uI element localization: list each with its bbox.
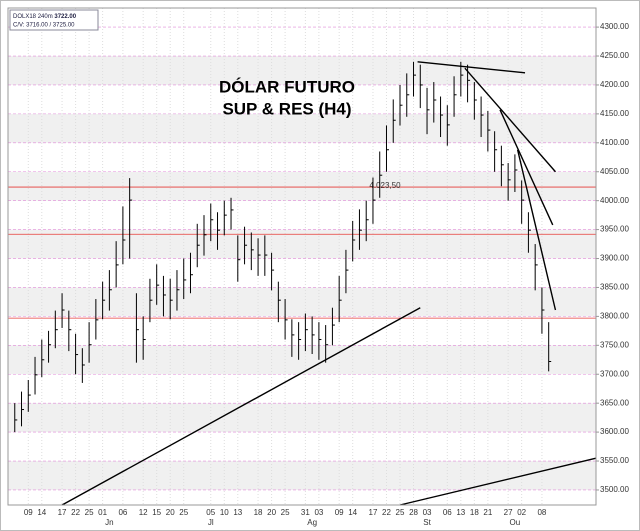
legend-symbol: DOLX18 240m 3722.00 <box>13 14 77 20</box>
x-tick-label: 20 <box>267 508 276 517</box>
x-tick-label: 09 <box>335 508 344 517</box>
x-tick-label: 14 <box>348 508 357 517</box>
y-tick-label: 4300.00 <box>600 22 629 31</box>
trend-line <box>464 67 556 173</box>
plot-border <box>7 7 597 506</box>
legend-box <box>9 9 99 31</box>
x-tick-label: 22 <box>382 508 391 517</box>
chart-title: DÓLAR FUTURO <box>219 77 355 96</box>
y-tick-label: 3950.00 <box>600 225 629 234</box>
y-tick-label: 4250.00 <box>600 51 629 60</box>
legend-bid-ask: C/V: 3716.00 / 3725.00 <box>13 23 75 29</box>
trend-line <box>399 457 597 506</box>
x-tick-label: 25 <box>281 508 290 517</box>
x-tick-label: 03 <box>314 508 323 517</box>
y-tick-label: 3550.00 <box>600 456 629 465</box>
x-tick-label: 25 <box>85 508 94 517</box>
y-tick-label: 3600.00 <box>600 427 629 436</box>
x-tick-label: 05 <box>206 508 215 517</box>
x-tick-label: 27 <box>504 508 513 517</box>
y-tick-label: 3650.00 <box>600 398 629 407</box>
month-label: Jl <box>208 518 214 527</box>
grid-band <box>8 171 596 201</box>
y-tick-label: 3800.00 <box>600 311 629 320</box>
symbol: DOLX18 <box>13 14 37 20</box>
trend-line <box>499 109 554 226</box>
x-tick-label: 01 <box>98 508 107 517</box>
timeframe: 240m <box>38 14 53 20</box>
x-tick-label: 25 <box>396 508 405 517</box>
y-tick-label: 4200.00 <box>600 80 629 89</box>
month-label: Ou <box>510 518 521 527</box>
x-tick-label: 02 <box>517 508 526 517</box>
x-tick-label: 13 <box>233 508 242 517</box>
x-tick-label: 15 <box>152 508 161 517</box>
x-tick-label: 06 <box>443 508 452 517</box>
x-tick-label: 18 <box>470 508 479 517</box>
x-tick-label: 20 <box>166 508 175 517</box>
grid-band <box>8 113 596 143</box>
chart-subtitle: SUP & RES (H4) <box>222 99 351 118</box>
grid-band <box>8 287 596 317</box>
trend-line <box>516 149 557 311</box>
level-label: 4.023,50 <box>369 181 401 190</box>
x-tick-label: 22 <box>71 508 80 517</box>
x-tick-label: 03 <box>423 508 432 517</box>
x-tick-label: 10 <box>220 508 229 517</box>
x-tick-label: 21 <box>483 508 492 517</box>
grid-band <box>8 345 596 375</box>
month-label: Ag <box>307 518 317 527</box>
x-tick-label: 31 <box>301 508 310 517</box>
grid-band <box>8 403 596 433</box>
x-tick-label: 18 <box>254 508 263 517</box>
grid-band <box>8 461 596 490</box>
y-tick-label: 4150.00 <box>600 109 629 118</box>
trend-line <box>61 307 421 506</box>
y-tick-label: 3750.00 <box>600 340 629 349</box>
x-tick-label: 17 <box>369 508 378 517</box>
y-tick-label: 4050.00 <box>600 167 629 176</box>
last-price: 3722.00 <box>54 14 76 20</box>
trend-line <box>417 61 526 74</box>
month-label: St <box>423 518 431 527</box>
y-tick-label: 3850.00 <box>600 283 629 292</box>
y-tick-label: 3700.00 <box>600 369 629 378</box>
plot: 4.023,50 <box>8 61 597 506</box>
y-tick-label: 4000.00 <box>600 196 629 205</box>
x-tick-label: 17 <box>58 508 67 517</box>
x-tick-label: 28 <box>409 508 418 517</box>
y-tick-label: 4100.00 <box>600 138 629 147</box>
month-label: Jn <box>105 518 113 527</box>
y-tick-label: 3500.00 <box>600 485 629 494</box>
x-tick-label: 12 <box>139 508 148 517</box>
x-tick-label: 14 <box>37 508 46 517</box>
x-tick-label: 08 <box>537 508 546 517</box>
x-tick-label: 09 <box>24 508 33 517</box>
x-tick-label: 06 <box>118 508 127 517</box>
x-tick-label: 25 <box>179 508 188 517</box>
y-tick-label: 3900.00 <box>600 254 629 263</box>
x-tick-label: 13 <box>456 508 465 517</box>
